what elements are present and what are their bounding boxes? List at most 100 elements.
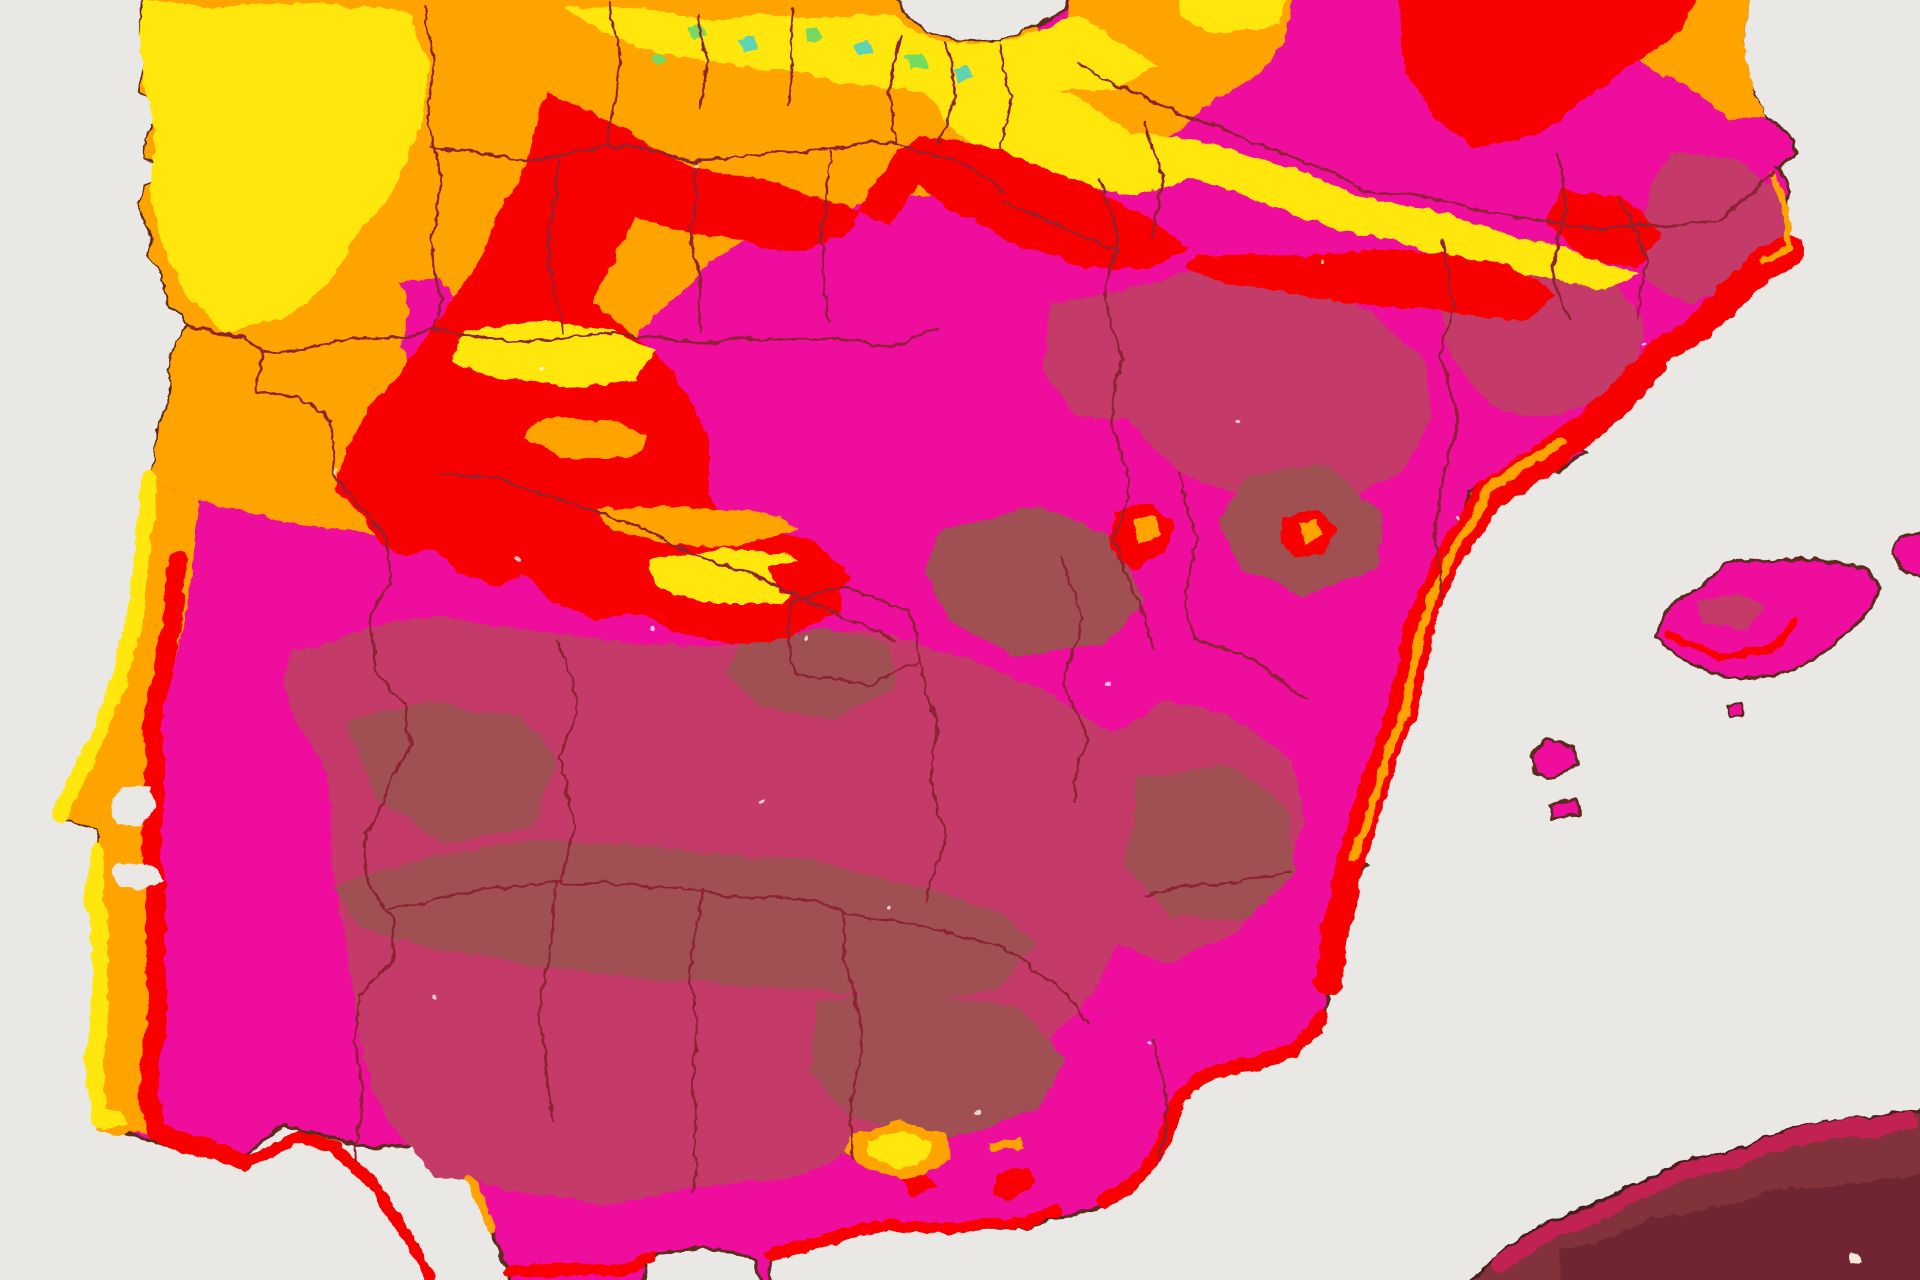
city-dot-10 [333, 467, 339, 473]
zone-yellow-basque [922, 62, 1186, 198]
fleck-teal-2 [858, 42, 878, 58]
province-border-27 [1178, 470, 1202, 642]
city-dot-8 [1101, 679, 1107, 685]
zone-orange-duero-2 [528, 418, 650, 458]
province-border-20 [1076, 60, 1774, 232]
province-border-13 [392, 880, 1092, 1024]
fringe-east-coast-orange [1353, 441, 1569, 865]
zone-yellow-pyrenees [1096, 128, 1640, 286]
fringe-portugal-west-red [136, 550, 252, 1172]
province-border-9 [430, 330, 942, 346]
zone-yellow-portugal-coast [56, 472, 158, 1130]
province-border-10 [434, 470, 892, 644]
city-dot-4 [431, 993, 437, 999]
zone-red-south-pyrenees [1186, 252, 1558, 322]
island-ibiza [1526, 734, 1578, 776]
zone-red-sierra-nevada-south [900, 1174, 938, 1194]
province-border-30 [696, 8, 708, 112]
province-border-23 [1552, 150, 1572, 322]
island-cabrera [1728, 701, 1746, 717]
province-border-14 [538, 880, 558, 1122]
sea-estuary-sado [110, 862, 162, 886]
fleck-teal-1 [742, 36, 762, 52]
zone-red-rioja [904, 132, 1190, 272]
city-dot-16 [977, 1109, 983, 1115]
zone-yellow-north-coast [560, 6, 1156, 96]
land-group [56, 0, 1920, 1280]
province-border-3 [606, 2, 622, 150]
city-dot-2 [649, 625, 655, 631]
province-border-15 [688, 888, 702, 1197]
province-border-11 [784, 584, 920, 692]
zone-red-madrid-speck [772, 558, 852, 598]
zone-dark-extremadura [352, 698, 558, 840]
city-dot-1 [803, 631, 809, 637]
province-border-2 [260, 2, 446, 354]
city-dot-13 [517, 557, 523, 563]
fringe-cape-red [1101, 1011, 1327, 1211]
city-dot-12 [1237, 417, 1243, 423]
zone-yellow-france-top [1178, 0, 1289, 30]
province-border-7 [688, 156, 702, 334]
city-dot-11 [761, 797, 767, 803]
province-border-12 [558, 640, 578, 884]
province-border-32 [938, 42, 954, 144]
fringe-cadiz-orange [466, 1176, 496, 1236]
fleck-green-2 [806, 26, 826, 44]
zone-yellow-algarve-tip [96, 1108, 126, 1132]
province-border-17 [1154, 1038, 1168, 1162]
province-border-8 [818, 150, 834, 324]
fleck-green-1 [688, 20, 710, 38]
fleck-teal-3 [948, 66, 968, 82]
province-border-21 [1146, 118, 1166, 242]
fleck-green-3 [906, 54, 926, 70]
zone-orange-cuenca-core-b [1295, 523, 1322, 545]
province-border-4 [888, 36, 904, 146]
province-border-5 [430, 142, 1002, 192]
province-border-24 [1618, 202, 1650, 320]
zone-dark-sierra-morena [336, 840, 1038, 998]
island-mallorca-crimson [1700, 592, 1765, 630]
city-dot-9 [885, 903, 891, 909]
zone-orange-cuenca-core-a [1130, 518, 1162, 548]
province-border-25 [1194, 638, 1310, 702]
province-border-16 [842, 910, 860, 1162]
province-border-26 [1144, 866, 1294, 900]
africa-inner [1560, 1175, 1920, 1280]
zone-red-northeast-corner [1400, 0, 1696, 150]
city-dot-14 [1317, 257, 1323, 263]
sea-estuary-tagus [112, 790, 154, 828]
zone-yellow-duero-1 [458, 320, 658, 392]
zone-yellow-gredos [648, 546, 820, 602]
city-dot-3 [1451, 517, 1457, 523]
zone-yellow-galicia [143, 2, 432, 332]
province-border-19 [1428, 238, 1460, 602]
province-border-31 [786, 6, 798, 110]
zone-dark-granada [808, 988, 1066, 1140]
city-dot-7 [537, 369, 543, 375]
fleck-green-4 [652, 52, 668, 66]
fringe-south-coast-red [504, 1208, 1062, 1278]
africa-white-speck [1848, 1256, 1860, 1266]
province-border-33 [998, 46, 1012, 150]
zone-dark-murcia [1122, 768, 1298, 918]
city-dot-6 [1639, 343, 1645, 349]
zone-red-gador [996, 1168, 1038, 1196]
island-formentera [1546, 794, 1580, 818]
fringe-africa-crimson [1492, 1112, 1920, 1270]
province-border-6 [546, 156, 562, 334]
city-dot-15 [1149, 1041, 1155, 1047]
province-border-18 [1096, 180, 1152, 650]
zone-crimson-soria [1040, 288, 1218, 420]
province-border-1 [184, 328, 416, 1162]
island-mallorca [1658, 554, 1878, 682]
zone-red-catalonia-coast [1548, 186, 1660, 266]
province-border-28 [918, 658, 946, 904]
province-border-29 [1058, 558, 1088, 804]
fringe-mallorca-red [1668, 616, 1800, 662]
island-menorca [1886, 531, 1920, 577]
fringe-algarve-cadiz-red [236, 1130, 436, 1280]
province-border-22 [998, 198, 1120, 254]
